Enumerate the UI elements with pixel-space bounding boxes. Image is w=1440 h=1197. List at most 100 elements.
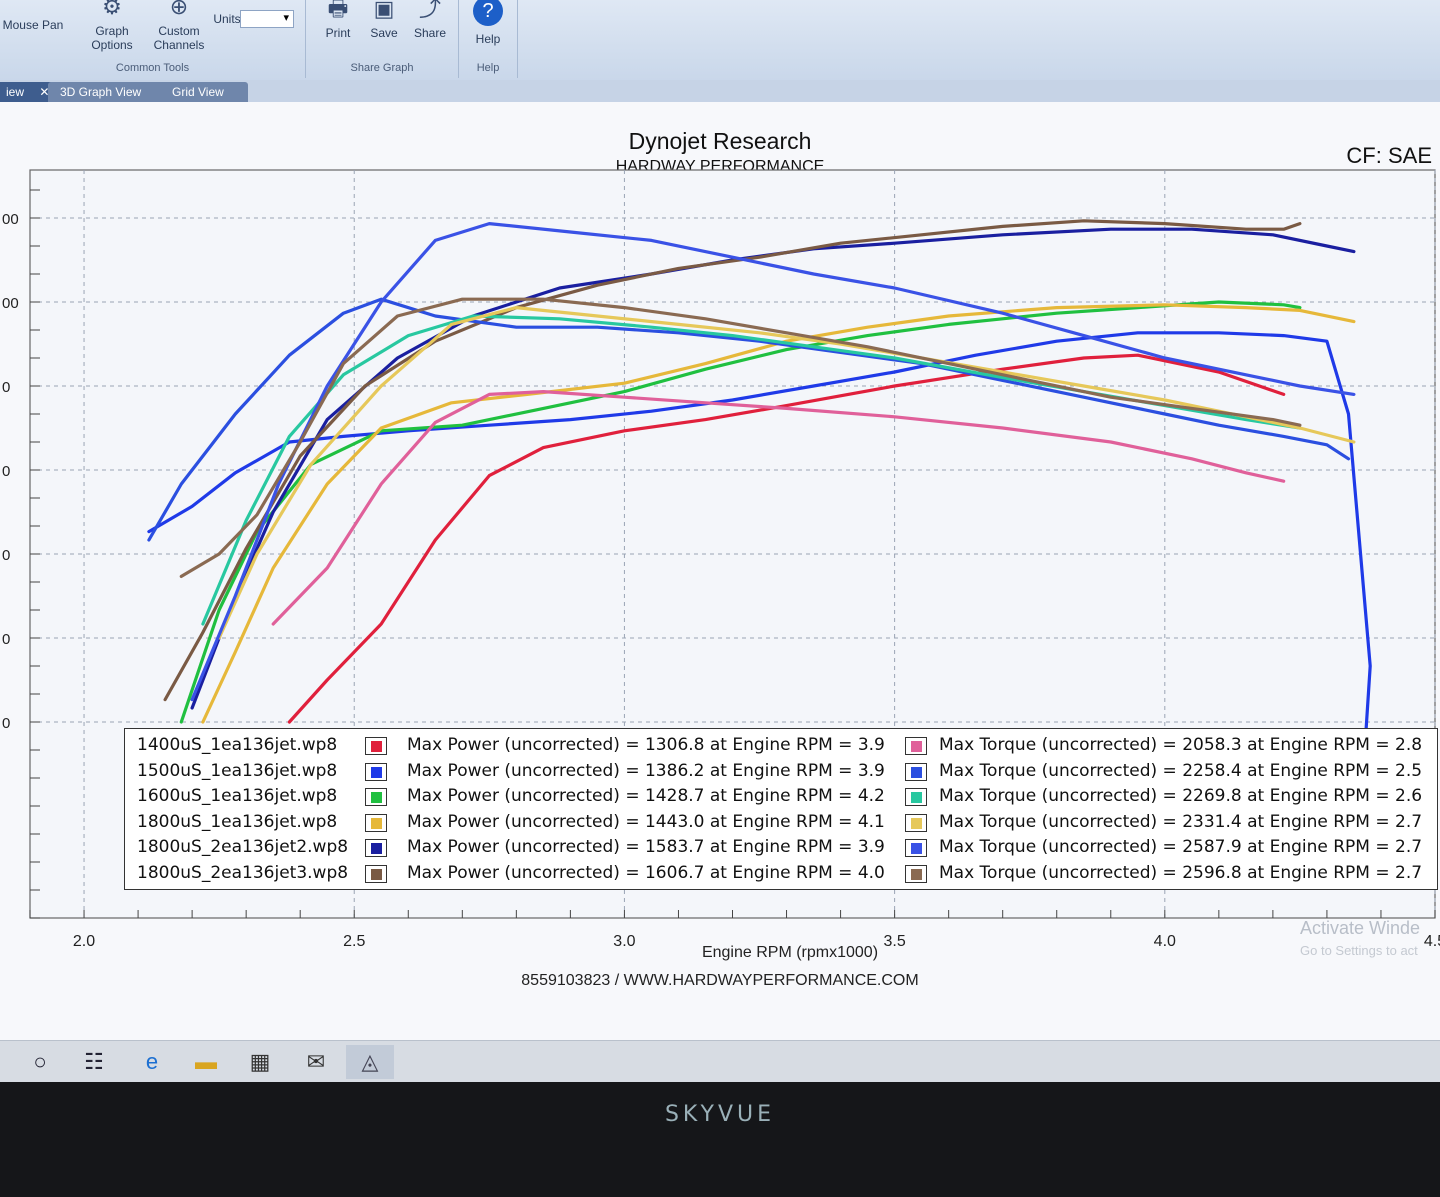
series-line-torque-9 [217,306,1356,640]
share-label: Share [413,26,447,40]
units-select[interactable]: ▾ [240,10,294,28]
task-view-icon[interactable]: ☷ [84,1049,104,1074]
monitor-bezel [0,1082,1440,1197]
floppy-disk-icon: ▣ [373,0,395,21]
legend-file-name: 1500uS_1ea136jet.wp8 [137,760,338,781]
legend-power-swatch [365,788,387,806]
gear-icon: ⚙ [102,0,122,19]
y-tick-label: 0 [2,547,10,564]
custom-channels-label-1: Custom [158,24,200,38]
x-tick-label: 3.5 [883,933,905,950]
legend-color-chip [371,868,382,880]
help-icon: ? [473,0,503,26]
legend-power-text: Max Power (uncorrected) = 1606.7 at Engi… [407,862,885,883]
legend-row: 1800uS_1ea136jet.wp8 Max Power (uncorrect… [125,810,1437,836]
legend-power-swatch [365,813,387,832]
graph-options-label-1: Graph [95,24,129,38]
x-tick-label: 2.5 [343,933,365,950]
legend-file-name: 1600uS_1ea136jet.wp8 [137,786,338,806]
correction-factor-label: CF: SAE [1346,143,1432,168]
mail-icon[interactable]: ✉ [306,1049,326,1074]
legend-power-swatch [365,839,387,857]
series-line-torque-7 [147,297,1351,542]
legend-color-chip [371,792,382,803]
legend-power-text: Max Power (uncorrected) = 1583.7 at Engi… [407,837,885,857]
footer-url: 8559103823 / WWW.HARDWAYPERFORMANCE.COM [521,972,919,989]
legend-row: 1800uS_2ea136jet3.wp8 Max Power (uncorrec… [125,861,1437,887]
printer-icon: 🖶 [327,0,349,21]
custom-channels-label-2: Channels [153,38,205,52]
file-explorer-icon[interactable]: ▬ [195,1049,217,1074]
legend-row: 1600uS_1ea136jet.wp8 Max Power (uncorrect… [125,784,1437,810]
share-icon: ⤴ [418,0,441,21]
x-tick-label: 3.0 [613,933,635,950]
legend-row: 1400uS_1ea136jet.wp8 Max Power (uncorrect… [125,733,1437,759]
legend-row: 1800uS_2ea136jet2.wp8 Max Power (uncorrec… [125,835,1437,861]
series-line-torque-10 [190,222,1356,702]
y-tick-label: 0 [2,463,10,480]
save-button[interactable]: ▣ Save [364,0,404,40]
share-button[interactable]: ⤴ Share [410,0,450,40]
common-tools-group: Mouse Pan ⚙ Graph Options ⊕ Custom Chann… [0,0,306,78]
legend-power-text: Max Power (uncorrected) = 1386.2 at Engi… [407,760,885,781]
x-tick-label: 4.5 [1424,933,1440,950]
custom-channels-button[interactable]: ⊕ Custom Channels [150,0,208,52]
legend-color-chip [911,868,922,880]
legend-color-chip [911,843,922,854]
legend-torque-swatch [905,762,927,781]
search-icon[interactable]: ○ [33,1049,47,1074]
edge-browser-icon[interactable]: e [145,1049,159,1074]
print-button[interactable]: 🖶 Print [318,0,358,40]
legend-power-swatch [365,864,387,883]
x-tick-label: 4.0 [1154,933,1176,950]
legend-torque-text: Max Torque (uncorrected) = 2058.3 at Eng… [939,735,1423,755]
print-label: Print [325,26,351,40]
store-icon[interactable]: ▦ [249,1049,271,1074]
legend-color-chip [371,766,382,778]
legend-power-swatch [365,762,387,781]
legend-torque-swatch [905,864,927,883]
legend-power-text: Max Power (uncorrected) = 1306.8 at Engi… [407,735,885,755]
mouse-pan-button[interactable]: Mouse Pan [2,18,64,32]
y-tick-label: 00 [2,211,19,228]
series-line-power-0 [287,353,1286,724]
units-label: Units [213,12,241,26]
add-channel-icon: ⊕ [169,0,189,19]
tab-grid-view[interactable]: Grid View [160,82,248,102]
help-group: ? Help Help [459,0,518,78]
graph-options-button[interactable]: ⚙ Graph Options [84,0,140,52]
legend-torque-swatch [905,813,927,832]
view-tabs: iew ✕ 3D Graph View Grid View [0,80,1440,102]
taskbar: ○ ☷ e ▬ ▦ ✉ ◬ [0,1040,1440,1083]
legend-color-chip [911,792,922,803]
y-tick-label: 00 [2,295,19,312]
help-button[interactable]: ? Help [467,0,509,46]
y-tick-label: 0 [2,631,10,648]
legend-file-name: 1800uS_2ea136jet2.wp8 [137,837,349,857]
series-line-torque-11 [179,297,1302,578]
legend-torque-text: Max Torque (uncorrected) = 2269.8 at Eng… [939,786,1423,806]
x-axis-title: Engine RPM (rpmx1000) [701,944,879,961]
legend-color-chip [371,843,382,854]
save-label: Save [370,26,398,40]
common-tools-caption: Common Tools [115,62,190,74]
dynojet-app-icon[interactable]: ◬ [346,1045,394,1079]
legend-torque-swatch [905,737,927,755]
ribbon-toolbar: Mouse Pan ⚙ Graph Options ⊕ Custom Chann… [0,0,1440,81]
graph-options-label-2: Options [91,38,133,52]
legend-color-chip [911,817,922,829]
legend-power-swatch [365,737,387,755]
legend-torque-text: Max Torque (uncorrected) = 2331.4 at Eng… [939,811,1423,832]
app-window: Mouse Pan ⚙ Graph Options ⊕ Custom Chann… [0,0,1440,1040]
tab-graph-view-label: iew [6,85,25,99]
tab-graph-view[interactable]: iew ✕ [0,82,62,102]
legend-power-text: Max Power (uncorrected) = 1443.0 at Engi… [407,811,885,832]
close-icon[interactable]: ✕ [39,85,50,99]
y-tick-label: 0 [2,715,10,732]
legend-row: 1500uS_1ea136jet.wp8 Max Power (uncorrect… [125,759,1437,785]
tab-3d-graph-view[interactable]: 3D Graph View [48,82,172,102]
series-line-power-5 [163,219,1302,702]
legend-color-chip [371,741,382,752]
series-line-torque-6 [271,390,1286,626]
legend-torque-text: Max Torque (uncorrected) = 2596.8 at Eng… [939,862,1423,883]
